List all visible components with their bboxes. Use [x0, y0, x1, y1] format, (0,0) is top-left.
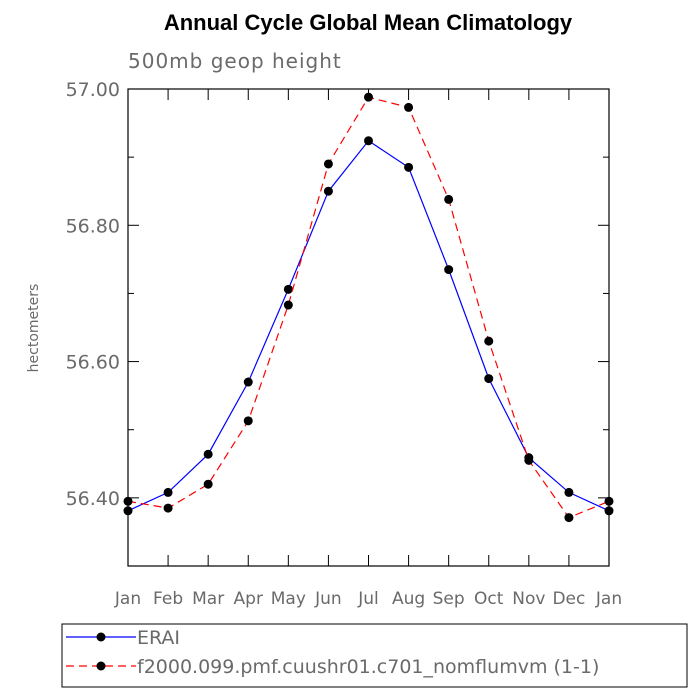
- data-point: [444, 265, 454, 275]
- data-point: [604, 506, 614, 516]
- y-tick-label: 56.40: [66, 488, 120, 510]
- legend-marker: [96, 632, 106, 642]
- series-1: [123, 136, 614, 516]
- data-point: [203, 479, 213, 489]
- data-point: [364, 136, 373, 146]
- data-point: [283, 284, 293, 294]
- y-tick-label: 57.00: [66, 79, 120, 101]
- y-axis-label: hectometers: [26, 284, 42, 373]
- series-group: [123, 92, 614, 523]
- axes-ticks: 56.40 56.60 56.80 57.00 Jan Feb Mar Apr May Jun Ju…: [66, 79, 623, 609]
- data-point: [564, 487, 574, 497]
- data-point: [323, 159, 333, 169]
- data-point: [604, 496, 614, 506]
- x-tick-label: Feb: [153, 589, 183, 609]
- legend: ERAI f2000.099.pmf.cuushr01.c701_nomflumv…: [66, 627, 599, 678]
- data-point: [163, 487, 173, 497]
- data-point: [243, 377, 253, 387]
- x-tick-label: Jan: [114, 589, 141, 609]
- y-tick-label: 56.80: [66, 215, 120, 237]
- data-point: [243, 416, 253, 426]
- x-tick-label: Dec: [552, 589, 585, 609]
- x-tick-label: Jun: [314, 589, 342, 609]
- data-point: [444, 194, 454, 204]
- series-line: [127, 96, 610, 519]
- series-line: [127, 139, 610, 512]
- data-point: [283, 300, 293, 310]
- x-tick-label: Oct: [474, 589, 504, 609]
- data-point: [323, 186, 333, 196]
- chart-title: Annual Cycle Global Mean Climatology: [164, 10, 573, 35]
- series-2: [123, 92, 614, 523]
- legend-label: ERAI: [137, 627, 180, 649]
- data-point: [364, 92, 373, 102]
- data-point: [123, 496, 133, 506]
- data-point: [564, 513, 574, 523]
- x-tick-label: Mar: [192, 589, 224, 609]
- data-point: [123, 506, 133, 516]
- x-tick-label: May: [271, 589, 306, 609]
- data-point: [163, 503, 173, 513]
- data-point: [484, 336, 494, 346]
- legend-box: [61, 623, 688, 688]
- legend-marker: [96, 661, 106, 671]
- x-tick-label: Jul: [357, 589, 379, 609]
- x-tick-label: Sep: [433, 589, 465, 609]
- x-tick-label: Nov: [512, 589, 545, 609]
- data-point: [484, 374, 494, 384]
- data-point: [524, 455, 534, 465]
- x-tick-label: Jan: [595, 589, 622, 609]
- chart-subtitle: 500mb geop height: [128, 49, 342, 73]
- data-point: [404, 102, 414, 112]
- y-tick-label: 56.60: [66, 352, 120, 374]
- plot-frame: [127, 88, 610, 567]
- legend-label: f2000.099.pmf.cuushr01.c701_nomflumvm (1…: [137, 656, 599, 678]
- x-tick-label: Aug: [392, 589, 425, 609]
- x-tick-label: Apr: [234, 589, 263, 609]
- data-point: [203, 449, 213, 459]
- data-point: [404, 162, 414, 172]
